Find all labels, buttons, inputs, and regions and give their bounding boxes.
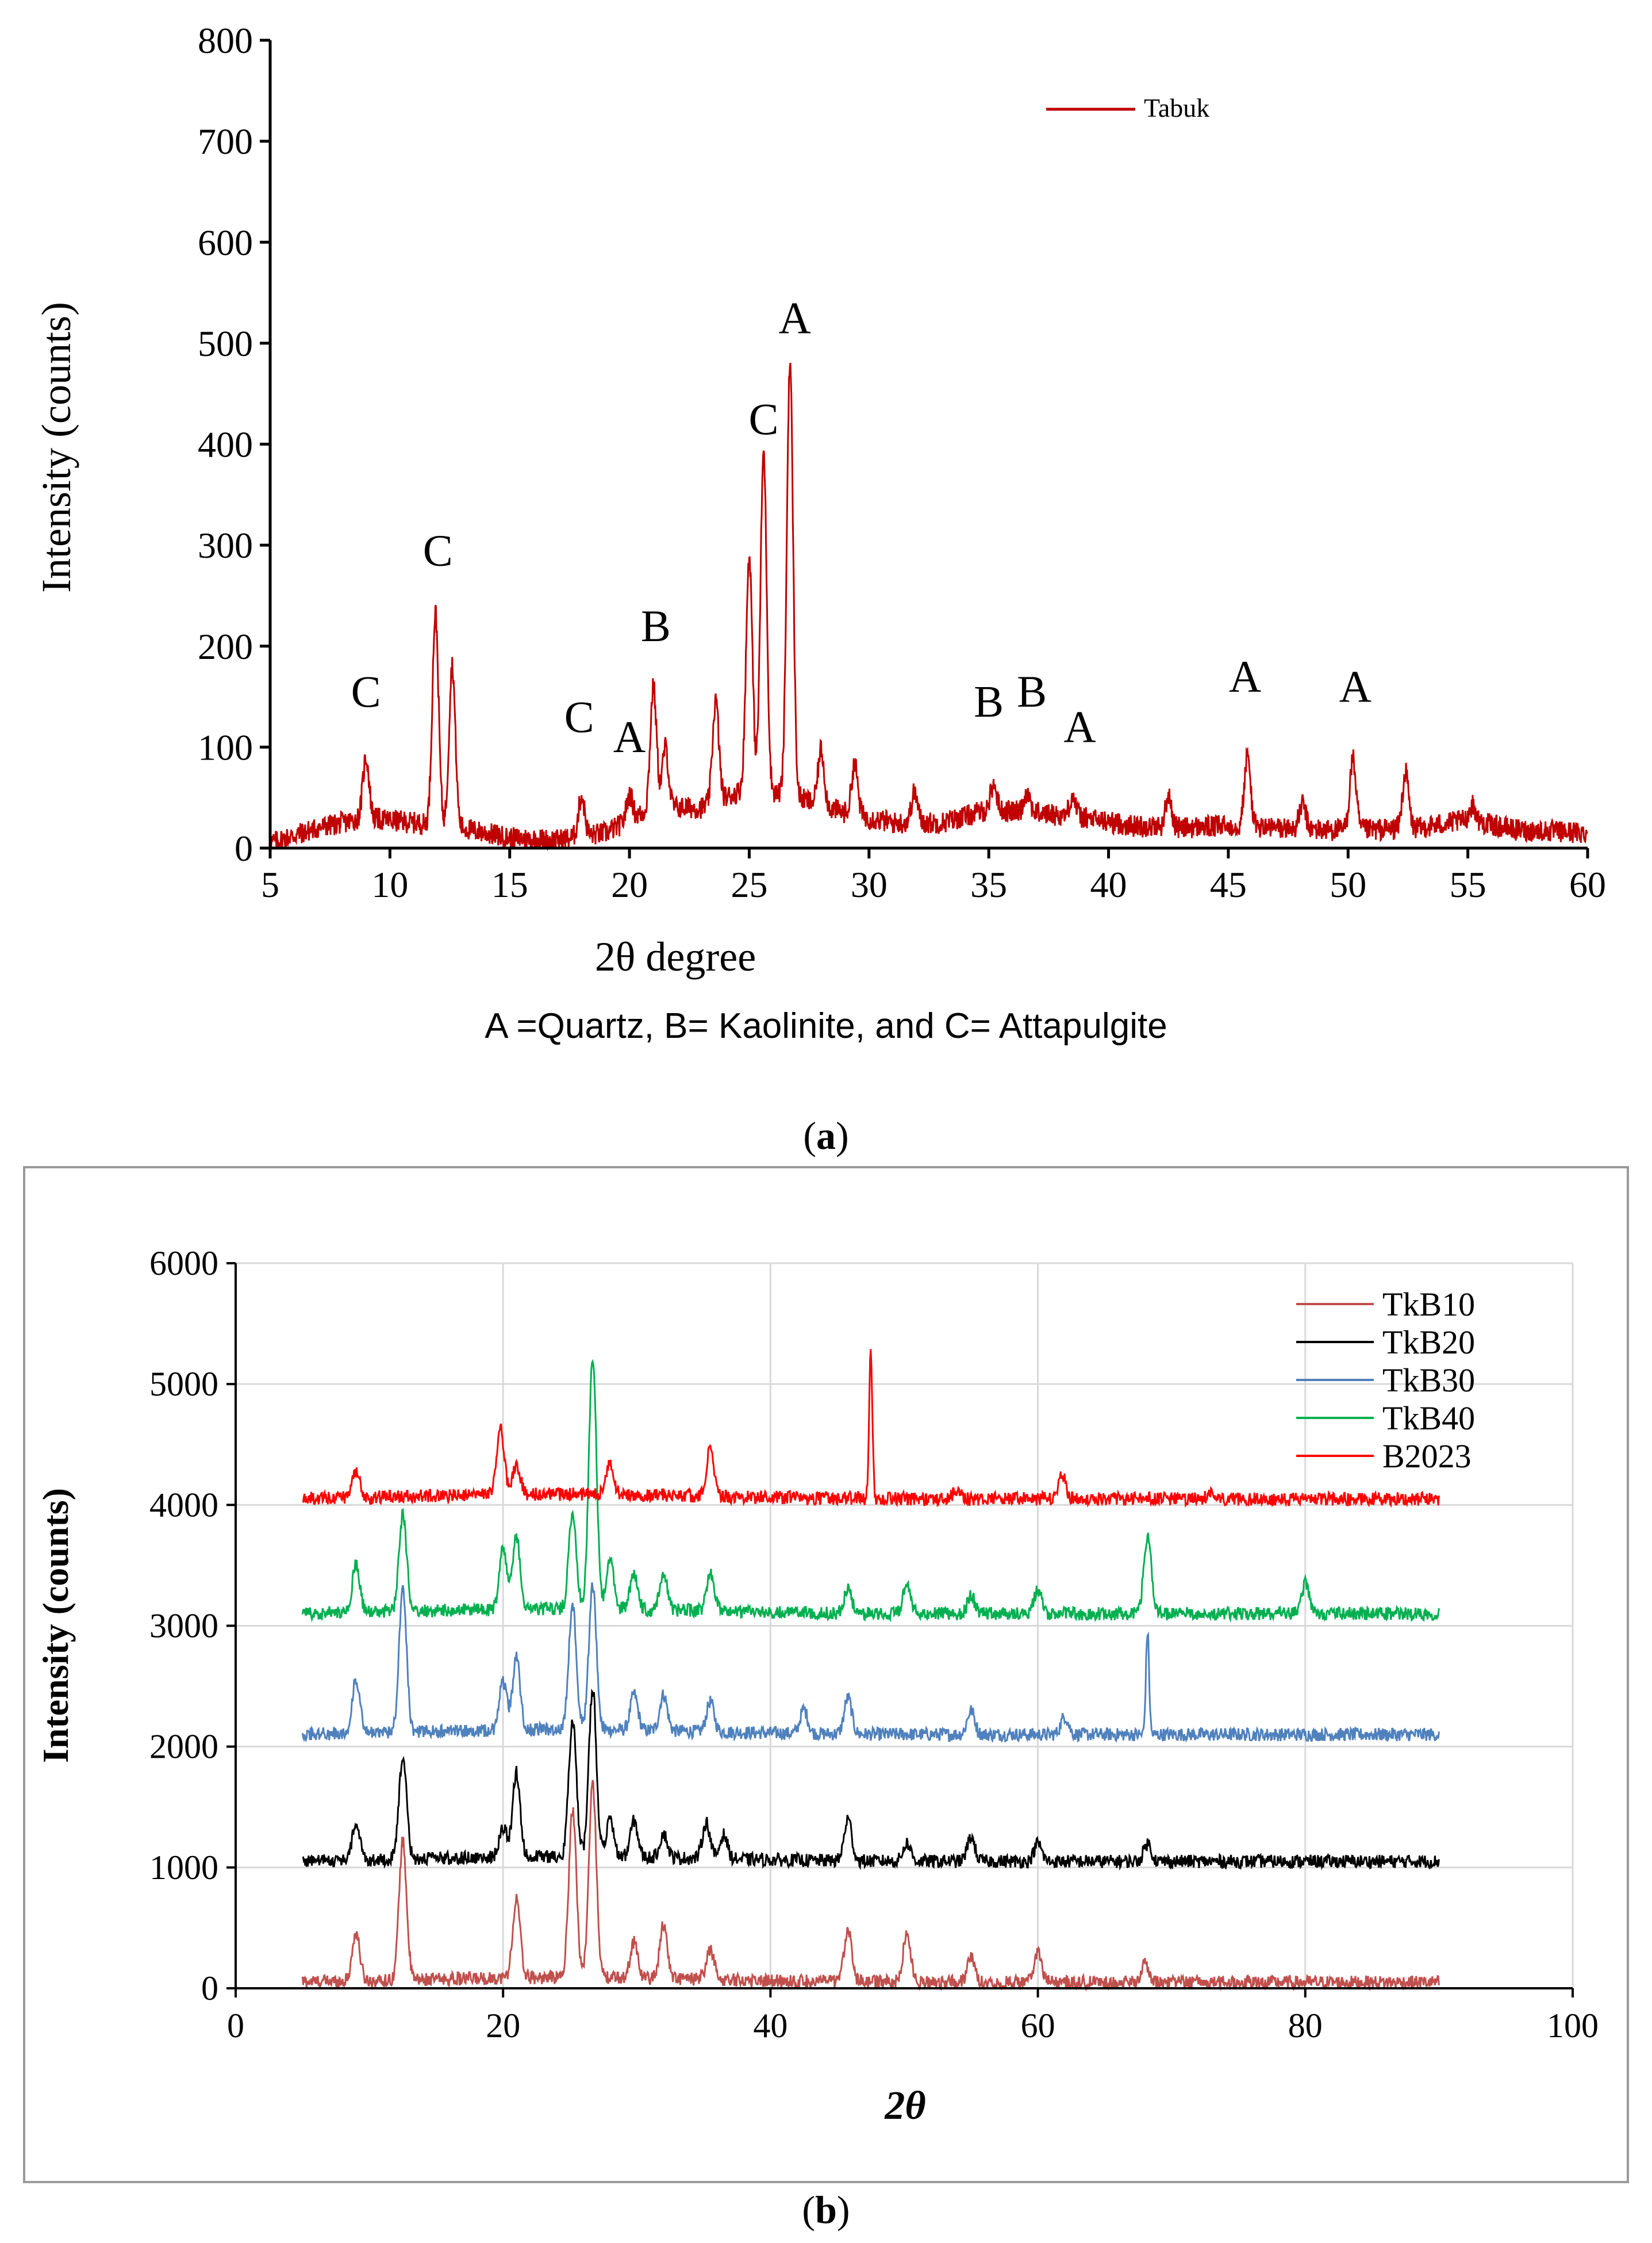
panel-b-y-tick-label: 0 — [201, 1969, 218, 2007]
panel-b-y-tick-label: 2000 — [149, 1728, 218, 1766]
panel-b-y-axis-title: Intensity (counts) — [35, 1488, 76, 1763]
peak-annotation: A — [778, 293, 810, 343]
legend-b2023-label: B2023 — [1382, 1437, 1472, 1475]
peak-annotation: A — [1229, 651, 1261, 701]
peak-annotation: A — [613, 712, 646, 762]
series-tabuk-line — [270, 362, 1588, 852]
panel-a-x-tick-label: 55 — [1450, 864, 1486, 905]
panel-a-x-axis-title: 2θ degree — [595, 934, 756, 980]
peak-annotation: C — [748, 394, 778, 444]
panel-a-legend: Tabuk — [1046, 93, 1209, 122]
panel-b-y-tick-label: 6000 — [149, 1244, 218, 1282]
legend-tkb20-label: TkB20 — [1382, 1324, 1475, 1361]
panel-a-y-tick-label: 0 — [235, 828, 253, 869]
peak-annotation: B — [1017, 666, 1047, 716]
panel-a-y-tick-label: 600 — [198, 222, 253, 263]
panel-a-chart: 0 100 200 300 400 500 600 700 800 5 10 15 20 25 30 35 40… — [33, 20, 1606, 1157]
panel-a-y-tick-label: 500 — [198, 323, 253, 364]
series-tkb20-line — [302, 1688, 1440, 1871]
series-tkb40-line — [301, 1359, 1440, 1623]
panel-b-y-tick-label: 4000 — [149, 1486, 218, 1524]
panel-a-y-tick-label: 100 — [198, 727, 253, 768]
peak-annotation: C — [351, 666, 381, 716]
panel-a-y-tick-label: 300 — [198, 525, 253, 566]
panel-a-y-tick-label: 400 — [198, 424, 253, 465]
panel-a-label: (a) — [803, 1114, 848, 1157]
panel-b-y-tick-label: 3000 — [149, 1607, 218, 1645]
panel-b-x-tick-label: 40 — [753, 2007, 787, 2045]
panel-a-x-tick-label: 5 — [261, 864, 279, 905]
peak-annotation: A — [1063, 702, 1096, 752]
peak-annotation: B — [974, 677, 1004, 727]
legend-tkb10-label: TkB10 — [1382, 1286, 1475, 1323]
panel-a-y-tick-label: 200 — [198, 626, 253, 667]
panel-a-x-tick-label: 15 — [491, 864, 528, 905]
panel-a-x-tick-label: 40 — [1090, 864, 1127, 905]
panel-a-y-axis-title: Intensity (counts) — [33, 302, 79, 593]
series-b2023-line — [302, 1349, 1440, 1508]
panel-a-y-tick-label: 700 — [198, 121, 253, 162]
panel-b-x-tick-label: 100 — [1547, 2007, 1599, 2045]
panel-a-y-tick-label: 800 — [198, 20, 253, 61]
panel-b-x-tick-label: 0 — [227, 2007, 244, 2045]
panel-a-x-tick-label: 50 — [1330, 864, 1366, 905]
series-tkb10-line — [301, 1780, 1440, 1992]
panel-b-label: (b) — [802, 2188, 850, 2232]
panel-b-y-tick-label: 1000 — [149, 1849, 218, 1887]
panel-a-x-tick-label: 45 — [1210, 864, 1247, 905]
panel-a-x-tick-label: 20 — [611, 864, 648, 905]
panel-a-x-tick-label: 35 — [970, 864, 1007, 905]
peak-annotation: C — [423, 525, 453, 575]
legend-tkb40-label: TkB40 — [1382, 1400, 1475, 1437]
panel-a-x-tick-label: 25 — [731, 864, 767, 905]
panel-b-x-tick-label: 60 — [1021, 2007, 1055, 2045]
peak-annotation: B — [641, 601, 671, 651]
panel-a-x-tick-label: 10 — [371, 864, 408, 905]
series-tkb30-line — [301, 1582, 1440, 1743]
panel-a-x-tick-label: 60 — [1569, 864, 1606, 905]
panel-b-x-tick-label: 80 — [1288, 2007, 1323, 2045]
panel-b-frame — [23, 1166, 1629, 2183]
panel-a-caption: A =Quartz, B= Kaolinite, and C= Attapulg… — [485, 1006, 1167, 1046]
peak-annotation: A — [1339, 661, 1371, 711]
peak-annotation: C — [564, 692, 594, 742]
legend-tkb30-label: TkB30 — [1382, 1362, 1475, 1399]
panel-b-y-tick-label: 5000 — [149, 1365, 218, 1403]
legend-tabuk-label: Tabuk — [1144, 93, 1209, 122]
panel-b-chart: 0 1000 2000 3000 4000 5000 6000 0 20 40 60 80 100 Tk… — [23, 1166, 1629, 2183]
panel-a-x-tick-label: 30 — [851, 864, 888, 905]
panel-b-x-axis-title: 2θ — [884, 2084, 925, 2128]
panel-b-x-tick-label: 20 — [486, 2007, 520, 2045]
